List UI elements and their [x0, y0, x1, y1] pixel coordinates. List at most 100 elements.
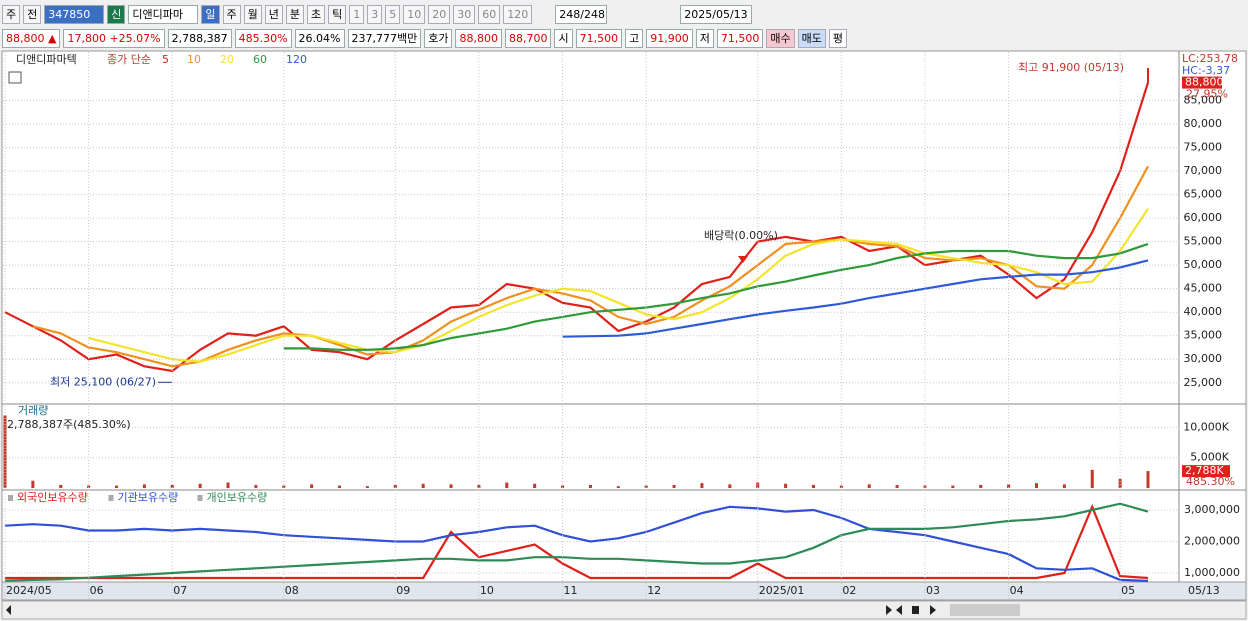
- legend-item: 10: [187, 53, 201, 66]
- info-field: 71,500: [575, 28, 623, 48]
- interval-button[interactable]: 60: [478, 4, 501, 24]
- y-tick-label: 25,000: [1184, 376, 1223, 389]
- y-tick-label: 5,000K: [1190, 451, 1229, 464]
- period-button[interactable]: 틱: [328, 4, 347, 24]
- volume-bar: [644, 485, 648, 488]
- series-line: [4, 502, 1149, 582]
- axis-badge: 27.95%: [1186, 88, 1228, 101]
- last-price-box: [1182, 76, 1222, 89]
- volume-bar: [895, 484, 899, 488]
- volume-bar: [142, 484, 146, 488]
- legend-item: 120: [286, 53, 307, 66]
- count-box[interactable]: 248/248: [555, 4, 608, 24]
- interval-button[interactable]: 3: [367, 4, 383, 24]
- volume-bar: [31, 480, 35, 488]
- volume-bar: [561, 485, 565, 488]
- toolbar: 주 전 347850 신 디앤디파마 일 주 월 년 분 초 틱 1 3 5 10 20 30 60 120 248/2…: [2, 4, 752, 24]
- y-tick-label: 50,000: [1184, 258, 1223, 271]
- last-volume-label: 2,788K: [1185, 464, 1224, 477]
- y-tick-label: 2,000,000: [1184, 534, 1240, 547]
- volume-bar: [923, 485, 927, 488]
- series-line: [283, 242, 1149, 351]
- series-line: [4, 505, 1149, 582]
- x-tick-label: 2024/05: [6, 584, 52, 597]
- volume-bar: [756, 482, 760, 488]
- volume-bar: [59, 484, 63, 488]
- volume-bar: [1062, 484, 1066, 488]
- interval-button[interactable]: 120: [503, 4, 533, 24]
- legend-item: 개인보유수량: [207, 491, 268, 504]
- y-tick-label: 30,000: [1184, 352, 1223, 365]
- info-field: 237,777백만: [347, 28, 422, 48]
- trade-button[interactable]: 평: [828, 28, 847, 48]
- code-input[interactable]: 347850: [44, 4, 105, 24]
- volume-bar: [87, 485, 91, 488]
- volume-bar: [839, 485, 843, 488]
- info-field: 시: [554, 28, 573, 48]
- info-field: 17,800 +25.07%: [63, 28, 165, 48]
- toolbar-button[interactable]: 주: [2, 4, 21, 24]
- info-field: 고: [625, 28, 644, 48]
- volume-bar: [1034, 483, 1038, 488]
- y-tick-label: 45,000: [1184, 282, 1223, 295]
- stock-name: 디앤디파마: [128, 4, 199, 24]
- y-tick-label: 80,000: [1184, 117, 1223, 130]
- y-tick-label: 40,000: [1184, 305, 1223, 318]
- interval-button[interactable]: 30: [453, 4, 476, 24]
- interval-button[interactable]: 20: [428, 4, 451, 24]
- x-tick-label: 11: [564, 584, 578, 597]
- high-annotation: 최고 91,900 (05/13): [1018, 61, 1124, 74]
- info-field: 2,788,387: [167, 28, 232, 48]
- y-tick-label: 55,000: [1184, 235, 1223, 248]
- interval-button[interactable]: 10: [403, 4, 426, 24]
- trade-button[interactable]: 매도: [797, 28, 826, 48]
- period-button[interactable]: 분: [285, 4, 304, 24]
- volume-bar: [365, 486, 369, 488]
- legend-item: 20: [220, 53, 234, 66]
- volume-bar: [505, 482, 509, 488]
- axis-badge: HC:-3,37: [1182, 64, 1230, 77]
- y-tick-label: 85,000: [1184, 93, 1223, 106]
- volume-bar: [867, 484, 871, 488]
- volume-bar: [979, 484, 983, 488]
- y-tick-label: 1,000,000: [1184, 566, 1240, 579]
- badge: 신: [107, 4, 126, 24]
- y-tick-label: 70,000: [1184, 164, 1223, 177]
- scroll-thumb[interactable]: [950, 604, 1020, 616]
- info-field: 저: [695, 28, 714, 48]
- scrollbar[interactable]: [1, 600, 1247, 620]
- date-box[interactable]: 2025/05/13: [680, 4, 752, 24]
- y-tick-label: 3,000,000: [1184, 503, 1240, 516]
- volume-bar: [226, 482, 230, 488]
- x-tick-label: 02: [842, 584, 856, 597]
- interval-button[interactable]: 5: [385, 4, 401, 24]
- indicator-label: 종가 단순: [107, 53, 151, 66]
- interval-button[interactable]: 1: [349, 4, 365, 24]
- x-tick-label: 03: [926, 584, 940, 597]
- x-tick-label: 04: [1010, 584, 1024, 597]
- volume-bar: [728, 484, 732, 488]
- legend-swatch: [8, 495, 13, 501]
- volume-bar: [254, 484, 258, 488]
- info-field: 88,700: [504, 28, 552, 48]
- period-button[interactable]: 월: [243, 4, 262, 24]
- x-tick-label: 08: [285, 584, 299, 597]
- period-button[interactable]: 년: [264, 4, 283, 24]
- period-button[interactable]: 일: [201, 4, 220, 24]
- volume-bar: [421, 483, 425, 488]
- y-tick-label: 10,000K: [1183, 420, 1229, 433]
- table-icon[interactable]: [8, 71, 22, 84]
- panel-subtitle: 2,788,387주(485.30%): [7, 418, 131, 431]
- low-annotation: 최저 25,100 (06/27): [50, 375, 156, 388]
- series-line: [562, 259, 1149, 338]
- trade-button[interactable]: 매수: [766, 28, 795, 48]
- period-button[interactable]: 주: [222, 4, 241, 24]
- toolbar-button[interactable]: 전: [23, 4, 42, 24]
- volume-bar: [1118, 478, 1122, 488]
- period-button[interactable]: 초: [307, 4, 326, 24]
- volume-bar: [310, 484, 314, 488]
- y-tick-label: 75,000: [1184, 141, 1223, 154]
- legend-swatch: [197, 495, 203, 501]
- volume-bar: [784, 483, 788, 488]
